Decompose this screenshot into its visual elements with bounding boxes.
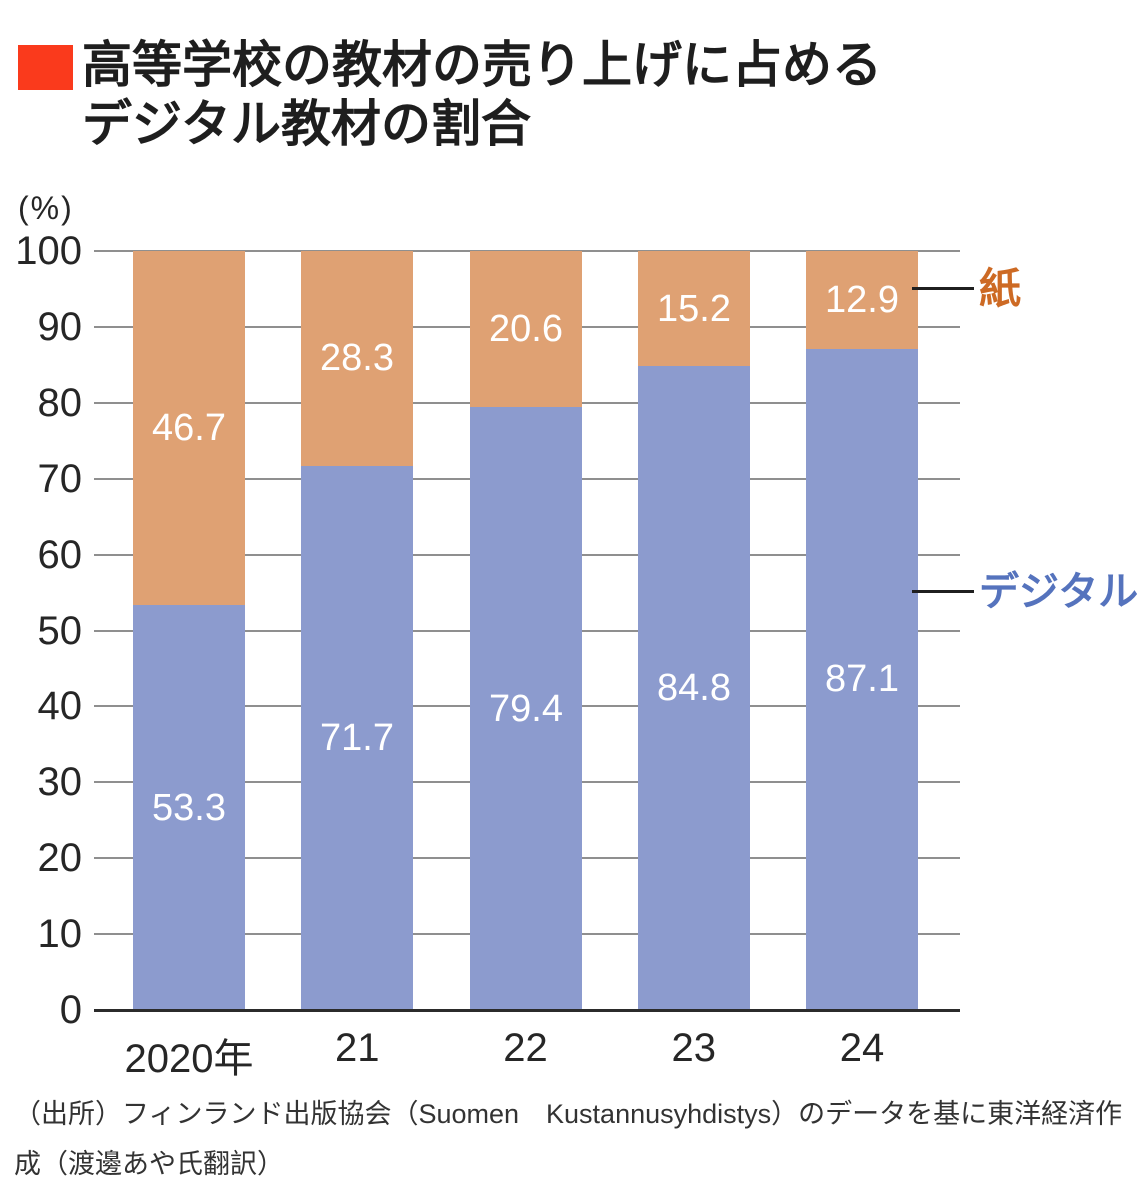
bar-group-2020年: 46.7 53.3 [133,251,245,1010]
x-tick-label-24: 24 [839,1026,885,1070]
digital-value-label-23: 84.8 [657,667,731,710]
paper-value-label-24: 12.9 [825,278,899,321]
bar-group-22: 20.6 79.4 [470,251,582,1010]
source-line-1: （出所）フィンランド出版協会（Suomen Kustannusyhdistys）… [14,1099,1123,1129]
y-tick-label-90: 90 [37,304,83,349]
y-tick-label-0: 0 [59,988,82,1032]
paper-legend-label: 紙 [979,265,1022,312]
digital-segment-23: 84.8 [638,366,750,1010]
digital-value-label-22: 79.4 [489,687,563,730]
paper-segment-2020年: 46.7 [133,251,245,606]
y-tick-label-10: 10 [37,912,83,957]
source-line-2: 成（渡邊あや氏翻訳） [14,1149,284,1179]
x-tick-label-2020年: 2020年 [124,1037,254,1081]
plot-area: 0 10 20 30 40 50 60 70 80 90 100 46.7 53.3 2020年 28.3 7… [15,231,960,1081]
digital-segment-2020年: 53.3 [133,605,245,1010]
y-tick-label-70: 70 [37,456,83,501]
paper-segment-22: 20.6 [470,251,582,408]
x-tick-label-22: 22 [503,1026,548,1070]
bar-group-24: 12.9 87.1 [806,251,918,1010]
bar-group-21: 28.3 71.7 [301,251,413,1010]
digital-legend-pointer-line [912,590,974,593]
y-tick-label-20: 20 [37,836,83,881]
paper-segment-24: 12.9 [806,251,918,349]
source-note: （出所）フィンランド出版協会（Suomen Kustannusyhdistys）… [14,1089,1122,1189]
bar-group-23: 15.2 84.8 [638,251,750,1010]
digital-segment-22: 79.4 [470,407,582,1010]
digital-value-label-24: 87.1 [825,658,899,701]
title-line-2: デジタル教材の割合 [82,96,531,152]
title-bullet-square [18,45,73,90]
digital-segment-24: 87.1 [806,348,918,1010]
paper-legend-pointer-line [912,287,974,290]
y-axis-unit-label: (%) [18,190,74,226]
paper-value-label-2020年: 46.7 [152,407,226,450]
y-tick-label-100: 100 [15,229,82,273]
x-tick-label-23: 23 [671,1026,717,1070]
digital-legend-label: デジタル [979,570,1139,614]
paper-segment-23: 15.2 [638,251,750,367]
x-axis-line [94,1008,960,1012]
digital-segment-21: 71.7 [301,465,413,1010]
paper-value-label-23: 15.2 [657,287,731,330]
y-tick-label-80: 80 [37,380,83,425]
y-tick-label-30: 30 [37,760,83,805]
y-tick-label-60: 60 [37,532,83,577]
y-tick-label-50: 50 [37,608,83,653]
x-tick-label-21: 21 [335,1026,380,1070]
paper-value-label-22: 20.6 [489,308,563,351]
paper-value-label-21: 28.3 [320,337,394,380]
title-line-1: 高等学校の教材の売り上げに占める [82,37,882,93]
page-title: 高等学校の教材の売り上げに占める デジタル教材の割合 [82,36,1122,154]
digital-value-label-2020年: 53.3 [152,786,226,829]
paper-segment-21: 28.3 [301,251,413,466]
gridline-100 [94,250,960,252]
y-tick-label-40: 40 [37,684,83,729]
digital-value-label-21: 71.7 [320,716,394,759]
